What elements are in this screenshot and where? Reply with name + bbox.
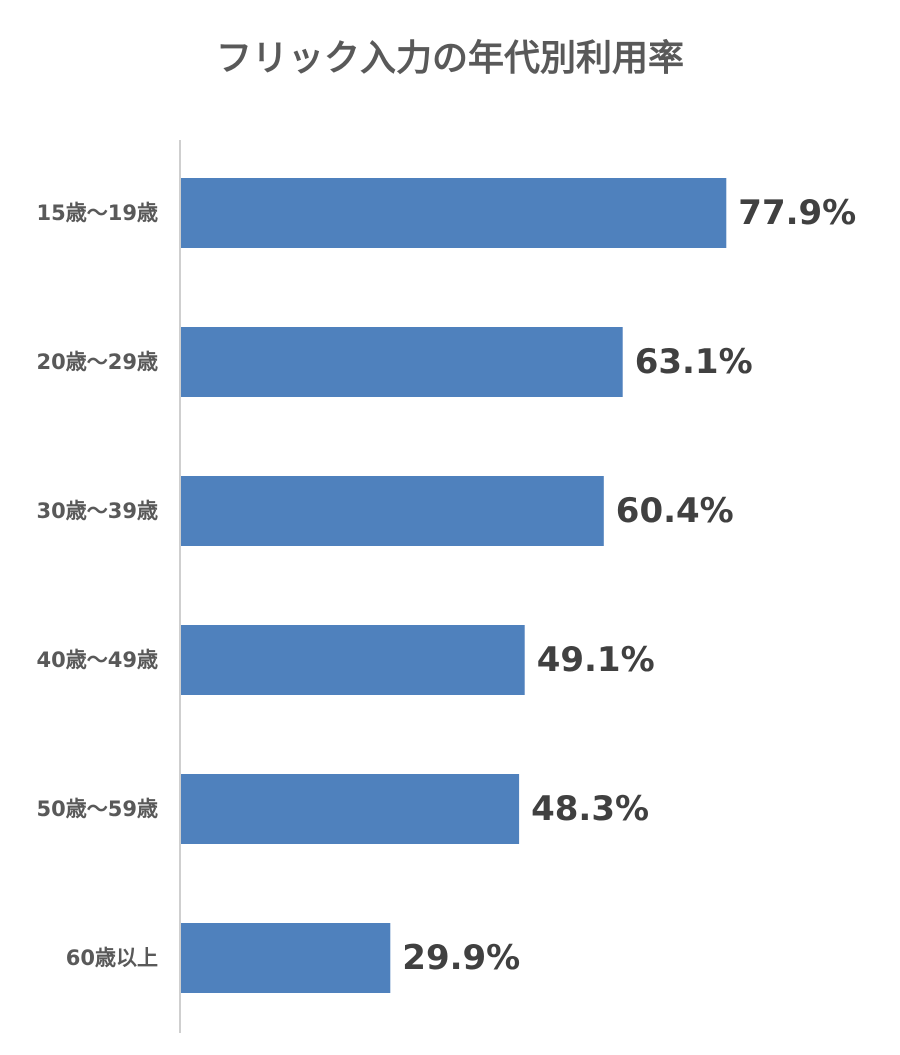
bar-1 xyxy=(181,178,727,248)
chart-title: フリック入力の年代別利用率 xyxy=(216,38,684,79)
value-label-5: 48.3% xyxy=(531,789,649,829)
category-label-1: 15歳〜19歳 xyxy=(37,201,158,225)
category-label-5: 50歳〜59歳 xyxy=(37,797,158,821)
value-label-6: 29.9% xyxy=(402,938,520,978)
bar-5 xyxy=(181,774,520,844)
value-label-3: 60.4% xyxy=(616,491,734,531)
category-label-6: 60歳以上 xyxy=(66,946,158,970)
bar-3 xyxy=(181,476,604,546)
category-label-2: 20歳〜29歳 xyxy=(37,350,158,374)
value-label-2: 63.1% xyxy=(635,342,753,382)
value-label-4: 49.1% xyxy=(537,640,655,680)
category-label-3: 30歳〜39歳 xyxy=(37,499,158,523)
bar-2 xyxy=(181,327,623,397)
bars-group: 15歳〜19歳 77.9% 20歳〜29歳 63.1% 30歳〜39歳 60.4% 40歳〜… xyxy=(37,178,856,993)
bar-6 xyxy=(181,923,391,993)
bar-4 xyxy=(181,625,525,695)
value-label-1: 77.9% xyxy=(738,193,856,233)
category-label-4: 40歳〜49歳 xyxy=(37,648,158,672)
